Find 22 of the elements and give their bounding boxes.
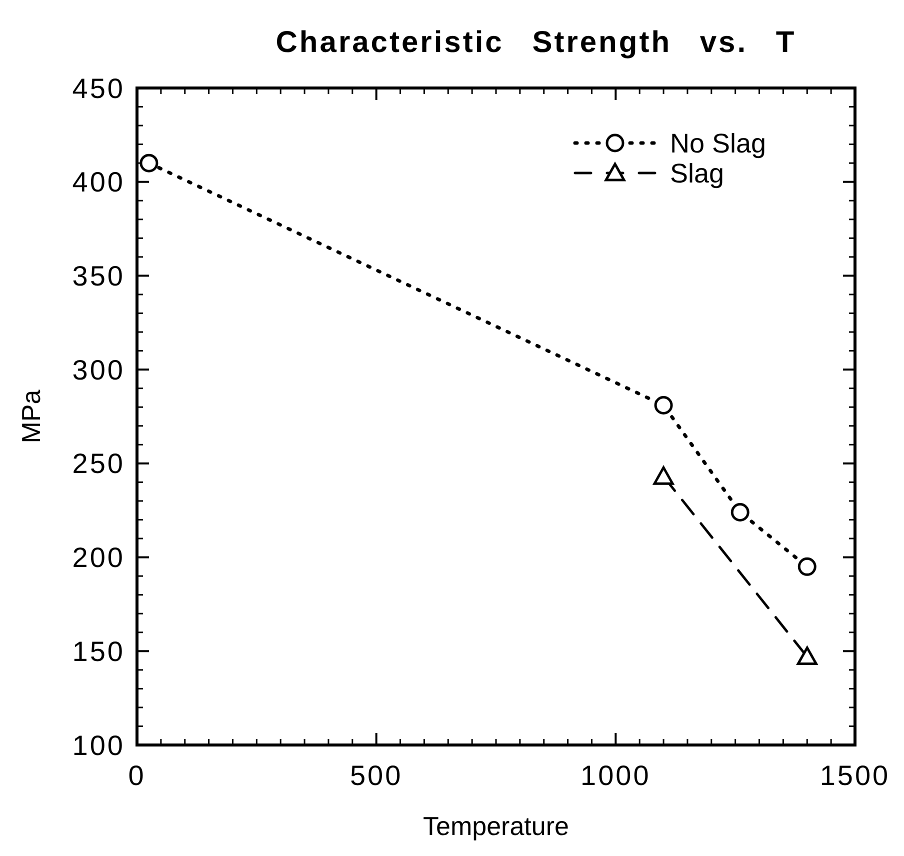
point bbox=[796, 646, 818, 666]
y-tick-label: 350 bbox=[72, 260, 125, 292]
point bbox=[140, 154, 158, 172]
x-tick-label: 1000 bbox=[580, 760, 651, 791]
y-tick-label: 450 bbox=[72, 72, 125, 104]
x-tick-label: 1500 bbox=[820, 760, 890, 791]
y-tick-label: 100 bbox=[72, 730, 125, 761]
y-tick-label: 250 bbox=[72, 448, 125, 480]
y-tick-label: 400 bbox=[72, 166, 125, 198]
point bbox=[730, 502, 750, 522]
point bbox=[654, 396, 673, 414]
x-tick-label: 0 bbox=[128, 760, 146, 791]
legend-label: Slag bbox=[670, 158, 724, 188]
y-tick-label: 300 bbox=[72, 354, 125, 386]
x-axis-title: Temperature bbox=[423, 811, 569, 841]
y-axis-title: MPa bbox=[16, 389, 46, 444]
y-tick-label: 200 bbox=[72, 542, 125, 574]
chart-title: Characteristic Strength vs. T bbox=[276, 26, 796, 59]
x-tick-label: 500 bbox=[350, 760, 403, 791]
y-tick-label: 150 bbox=[72, 636, 125, 667]
point bbox=[798, 557, 816, 576]
legend-label: No Slag bbox=[670, 128, 766, 158]
